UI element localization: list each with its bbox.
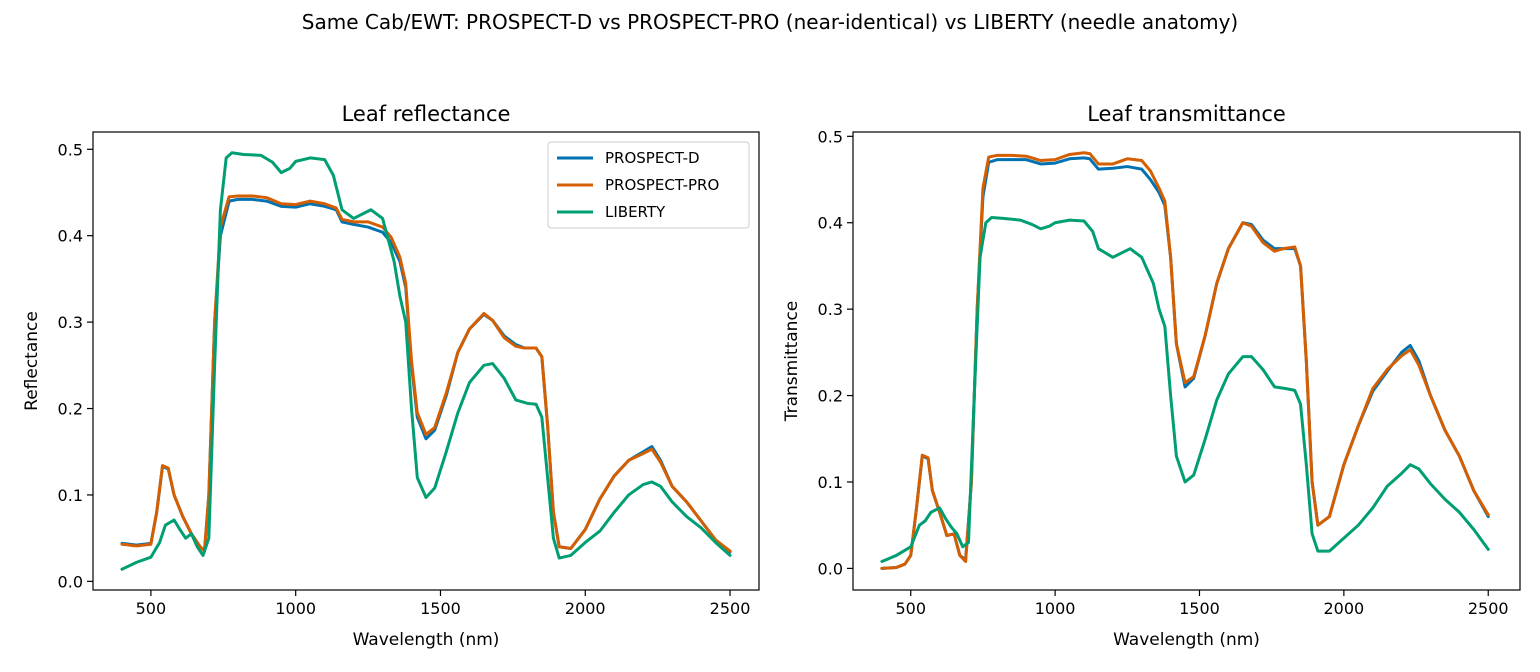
reflectance-y-tick-label: 0.0: [58, 572, 83, 591]
reflectance-x-tick-label: 1000: [275, 599, 316, 618]
reflectance-x-axis-label: Wavelength (nm): [353, 630, 500, 650]
reflectance-axes-frame: [92, 131, 760, 591]
reflectance-panel: Leaf reflectance 500 1000 1500 2000 2500 0.0 0.…: [22, 102, 760, 650]
transmittance-y-tick-label: 0.5: [818, 127, 843, 146]
transmittance-y-tick-label: 0.2: [818, 387, 843, 406]
reflectance-y-tick-label: 0.1: [58, 486, 83, 505]
transmittance-y-axis-label: Transmittance: [782, 301, 802, 423]
transmittance-chart-title: Leaf transmittance: [1087, 102, 1286, 126]
legend-box: [547, 141, 750, 229]
figure-title: Same Cab/EWT: PROSPECT-D vs PROSPECT-PRO…: [302, 10, 1238, 34]
legend-label-liberty: LIBERTY: [605, 203, 666, 221]
transmittance-y-tick-label: 0.4: [818, 214, 843, 233]
transmittance-line-prospect-pro: [880, 151, 1490, 570]
transmittance-y-tick-label: 0.0: [818, 559, 843, 578]
transmittance-y-tick-label: 0.3: [818, 300, 843, 319]
transmittance-y-tick-label: 0.1: [818, 473, 843, 492]
reflectance-x-tick-label: 2000: [565, 599, 606, 618]
reflectance-x-tick-label: 500: [136, 599, 167, 618]
reflectance-line-liberty: [120, 151, 732, 571]
transmittance-line-prospect-d: [880, 156, 1490, 570]
legend: PROSPECT-D PROSPECT-PRO LIBERTY: [547, 141, 750, 229]
transmittance-axes-frame: [852, 131, 1521, 591]
transmittance-x-tick-label: 1000: [1035, 599, 1076, 618]
reflectance-y-tick-label: 0.3: [58, 313, 83, 332]
transmittance-x-tick-label: 1500: [1179, 599, 1220, 618]
transmittance-x-tick-label: 2000: [1324, 599, 1365, 618]
transmittance-panel: Leaf transmittance 500 1000 1500 2000 2500 0.0…: [782, 102, 1521, 650]
transmittance-x-tick-label: 500: [895, 599, 926, 618]
reflectance-y-tick-label: 0.2: [58, 400, 83, 419]
legend-label-prospect-pro: PROSPECT-PRO: [605, 176, 719, 194]
reflectance-x-tick-label: 1500: [420, 599, 461, 618]
transmittance-x-tick-label: 2500: [1468, 599, 1509, 618]
transmittance-line-liberty: [880, 216, 1490, 563]
transmittance-x-axis-label: Wavelength (nm): [1113, 630, 1260, 650]
legend-label-prospect-d: PROSPECT-D: [605, 149, 700, 167]
reflectance-x-tick-label: 2500: [710, 599, 751, 618]
reflectance-y-tick-label: 0.5: [58, 140, 83, 159]
reflectance-y-tick-label: 0.4: [58, 227, 83, 246]
reflectance-chart-title: Leaf reflectance: [342, 102, 511, 126]
reflectance-y-axis-label: Reflectance: [22, 311, 42, 411]
